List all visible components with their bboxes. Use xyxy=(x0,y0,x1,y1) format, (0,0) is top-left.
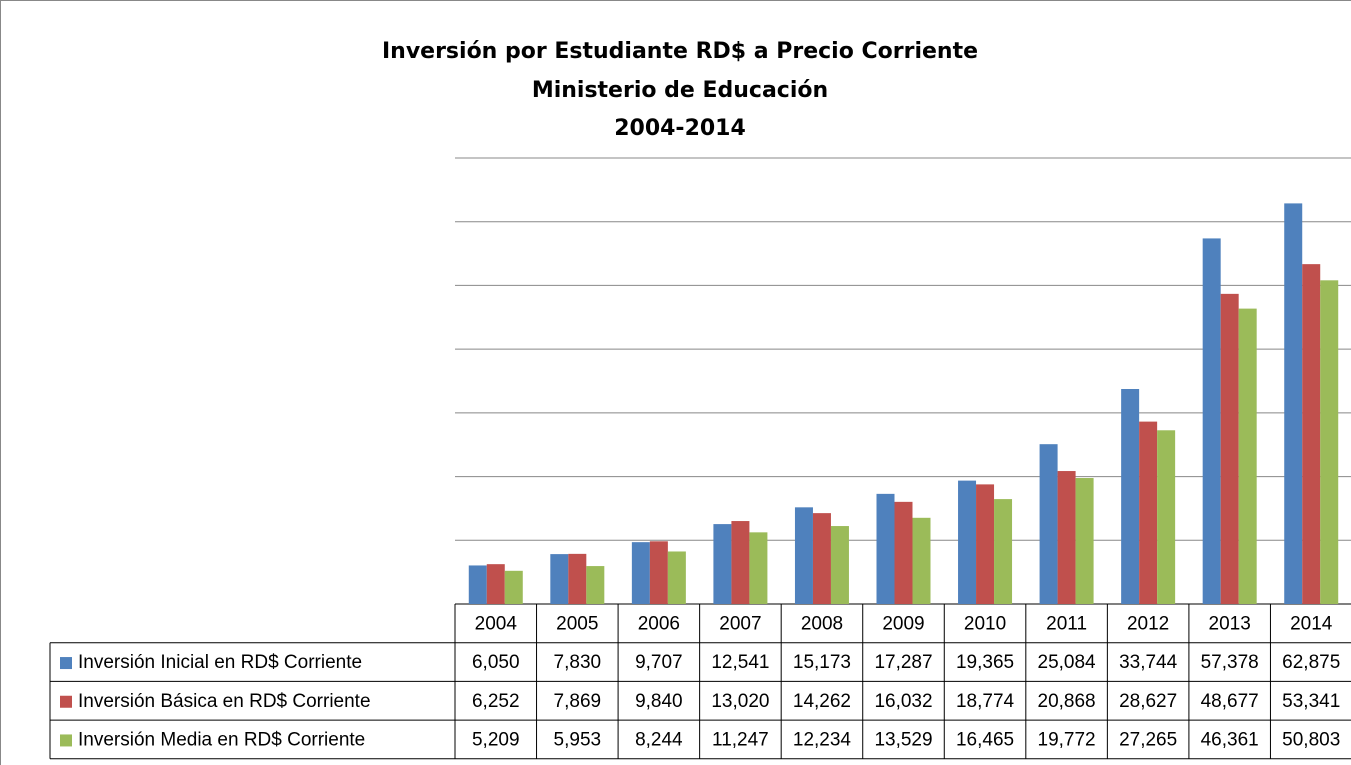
bar xyxy=(486,564,505,604)
bar xyxy=(1057,471,1076,604)
table-value: 53,341 xyxy=(1282,691,1340,712)
table-value: 28,627 xyxy=(1119,691,1177,712)
bar xyxy=(1075,478,1094,604)
bar xyxy=(1320,280,1339,604)
bar xyxy=(713,524,732,604)
table-value: 7,830 xyxy=(554,652,602,673)
table-value: 62,875 xyxy=(1282,652,1340,673)
table-value: 57,378 xyxy=(1201,652,1259,673)
bar xyxy=(976,484,995,604)
table-value: 16,465 xyxy=(956,729,1014,750)
table-value: 8,244 xyxy=(635,729,683,750)
x-tick-label: 2014 xyxy=(1290,613,1333,634)
table-value: 5,953 xyxy=(554,729,602,750)
table-value: 17,287 xyxy=(874,652,932,673)
bar xyxy=(994,499,1013,604)
bar xyxy=(631,542,650,604)
bar xyxy=(504,570,523,604)
table-value: 15,173 xyxy=(793,652,851,673)
table-value: 27,265 xyxy=(1119,729,1177,750)
x-tick-label: 2012 xyxy=(1127,613,1169,634)
bar xyxy=(1139,421,1158,604)
x-tick-label: 2010 xyxy=(964,613,1006,634)
table-value: 20,868 xyxy=(1038,691,1096,712)
table-value: 7,869 xyxy=(554,691,602,712)
chart-title: 2004-2014 xyxy=(614,116,746,141)
bar xyxy=(1302,264,1321,604)
x-tick-label: 2011 xyxy=(1046,613,1087,634)
bar xyxy=(958,480,977,604)
legend-label: Inversión Básica en RD$ Corriente xyxy=(78,691,371,712)
table-value: 5,209 xyxy=(472,729,520,750)
table-value: 13,020 xyxy=(711,691,769,712)
table-value: 13,529 xyxy=(874,729,932,750)
x-tick-label: 2004 xyxy=(475,613,518,634)
legend-label: Inversión Media en RD$ Corriente xyxy=(78,729,365,750)
x-tick-label: 2006 xyxy=(638,613,680,634)
table-value: 12,234 xyxy=(793,729,852,750)
table-value: 19,365 xyxy=(956,652,1014,673)
table-value: 12,541 xyxy=(711,652,769,673)
bar xyxy=(568,553,587,604)
bar xyxy=(586,566,605,604)
chart-title: Inversión por Estudiante RD$ a Precio Co… xyxy=(382,39,978,64)
bar xyxy=(894,501,913,604)
table-value: 18,774 xyxy=(956,691,1015,712)
bar xyxy=(749,532,768,604)
x-tick-label: 2007 xyxy=(719,613,761,634)
table-value: 11,247 xyxy=(712,729,769,750)
table-value: 33,744 xyxy=(1119,652,1178,673)
table-value: 9,707 xyxy=(635,652,683,673)
bar xyxy=(1220,293,1239,604)
legend-swatch xyxy=(60,657,72,670)
table-value: 9,840 xyxy=(635,691,683,712)
chart-title: Ministerio de Educación xyxy=(532,78,828,103)
legend-swatch xyxy=(60,695,72,708)
x-tick-label: 2009 xyxy=(882,613,924,634)
x-tick-label: 2008 xyxy=(801,613,843,634)
table-value: 14,262 xyxy=(793,691,851,712)
bar xyxy=(550,554,569,604)
bar xyxy=(794,507,813,604)
bar xyxy=(876,493,895,604)
bar xyxy=(1157,430,1176,604)
bar xyxy=(812,513,831,604)
bar xyxy=(649,541,668,604)
table-value: 6,050 xyxy=(472,652,520,673)
bar xyxy=(1121,389,1140,604)
bar xyxy=(912,517,931,604)
x-tick-label: 2005 xyxy=(556,613,598,634)
legend-swatch xyxy=(60,734,72,747)
table-value: 46,361 xyxy=(1201,729,1259,750)
table-value: 25,084 xyxy=(1038,652,1097,673)
legend-label: Inversión Inicial en RD$ Corriente xyxy=(78,652,362,673)
bar xyxy=(667,551,686,604)
bar xyxy=(830,526,849,604)
bar xyxy=(1284,203,1303,604)
table-value: 6,252 xyxy=(472,691,520,712)
table-value: 48,677 xyxy=(1201,691,1259,712)
bar xyxy=(468,565,487,604)
bar xyxy=(731,521,750,604)
table-value: 16,032 xyxy=(874,691,932,712)
bar xyxy=(1202,238,1221,604)
bar xyxy=(1039,444,1058,604)
table-value: 19,772 xyxy=(1038,729,1096,750)
table-value: 50,803 xyxy=(1282,729,1340,750)
bar xyxy=(1238,308,1257,604)
x-tick-label: 2013 xyxy=(1209,613,1251,634)
